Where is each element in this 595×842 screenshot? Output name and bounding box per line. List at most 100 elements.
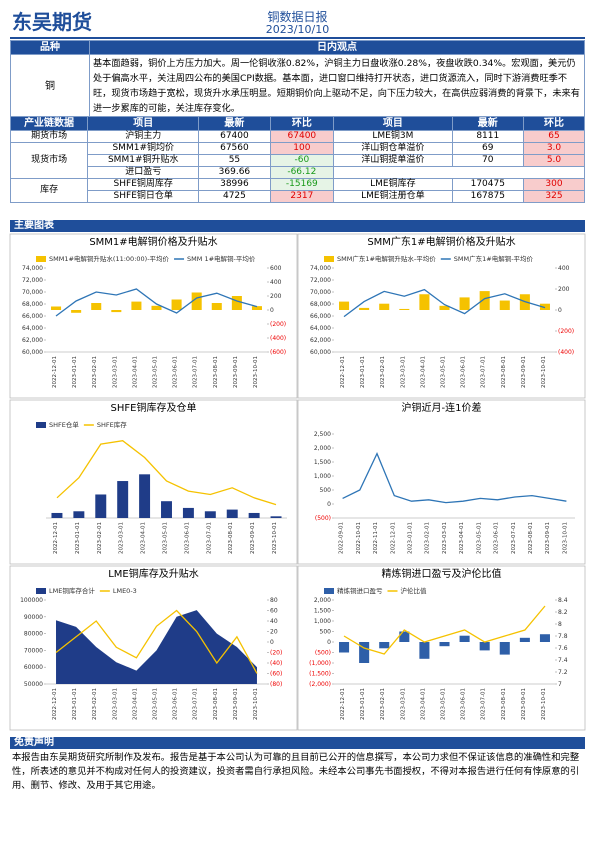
x-tick-label: 2023-01-01 <box>75 522 81 554</box>
x-tick-label: 2023-01-01 <box>360 356 366 388</box>
bar <box>73 511 85 518</box>
cell: 100 <box>269 142 335 155</box>
y-tick-label: (1,500) <box>309 671 331 678</box>
bar <box>251 306 262 310</box>
legend-label: 精炼铜进口盈亏 <box>337 586 383 595</box>
x-tick-label: 2023-02-01 <box>92 688 98 720</box>
y2-tick-label: (40) <box>270 660 282 667</box>
x-tick-label: 2023-03-01 <box>400 688 406 720</box>
bar <box>419 294 430 310</box>
view-text: 基本面趋弱，铜价上方压力加大。周一伦铜收涨0.82%，沪铜主力日盘收涨0.28%… <box>89 54 585 118</box>
bar <box>379 303 390 310</box>
y-tick-label: 2,500 <box>314 431 331 438</box>
legend-label: SHFE库存 <box>97 420 127 429</box>
charts: SMM1#电解铜价格及升贴水 SMM1#电解铜升贴水(11:00:00)-平均价 S… <box>9 233 586 731</box>
y2-tick-label: 7.6 <box>558 645 568 652</box>
x-tick-label: 2023-09-01 <box>521 356 527 388</box>
x-tick-label: 2023-02-01 <box>380 688 386 720</box>
cell: 2317 <box>269 190 335 203</box>
chart-title: LME铜库存及升贴水 <box>108 567 199 580</box>
y-tick-label: 500 <box>320 487 332 494</box>
bar <box>191 292 202 310</box>
bar <box>379 642 390 649</box>
bar <box>439 305 450 310</box>
y-tick-label: 74,000 <box>22 265 43 272</box>
y2-tick-label: 7 <box>558 681 562 688</box>
bar <box>51 512 63 518</box>
bar <box>248 512 260 518</box>
area <box>56 610 257 684</box>
x-tick-label: 2023-10-01 <box>272 522 278 554</box>
y2-tick-label: (200) <box>558 328 574 335</box>
y-tick-label: 0 <box>327 501 331 508</box>
y-tick-label: 80000 <box>24 631 43 638</box>
y2-tick-label: (600) <box>270 349 286 356</box>
y2-tick-label: 7.2 <box>558 669 568 676</box>
y2-tick-label: 7.8 <box>558 633 568 640</box>
bar <box>51 306 62 310</box>
x-tick-label: 2023-08-01 <box>501 688 507 720</box>
y2-tick-label: 0 <box>270 639 274 646</box>
x-tick-label: 2023-05-01 <box>441 688 447 720</box>
bar <box>359 307 370 310</box>
x-tick-label: 2023-03-01 <box>442 522 448 554</box>
y-tick-label: 74,000 <box>310 265 331 272</box>
bar <box>204 511 216 518</box>
x-tick-label: 2023-02-01 <box>97 522 103 554</box>
y2-tick-label: (20) <box>270 650 282 657</box>
bar <box>459 635 470 642</box>
x-tick-label: 2023-07-01 <box>193 688 199 720</box>
header-cell: 日内观点 <box>89 40 585 55</box>
y-tick-label: 0 <box>327 639 331 646</box>
x-tick-label: 2022-12-01 <box>52 356 58 388</box>
data-row: 库存 SHFE铜周库存 38996 -15169 LME铜库存 170475 300 <box>9 178 586 203</box>
x-tick-label: 2023-03-01 <box>400 356 406 388</box>
bar <box>459 297 470 310</box>
legend-label: SMM1#电解铜升贴水(11:00:00)-平均价 <box>49 254 170 263</box>
legend-label: SMM 1#电解铜-平均价 <box>187 254 256 263</box>
legend-swatch <box>36 422 46 428</box>
y-tick-label: 1,500 <box>314 459 331 466</box>
chart-frame <box>297 565 586 731</box>
legend-label: 沪伦比值 <box>401 586 428 595</box>
data-row: 现货市场 SMM1#铜均价 67560 100 洋山铜仓单溢价 69 3.0 <box>9 142 586 179</box>
x-tick-label: 2023-03-01 <box>112 688 118 720</box>
x-tick-label: 2022-11-01 <box>373 522 379 554</box>
cell: -66.12 <box>269 166 335 179</box>
header-cell: 项目 <box>87 116 200 131</box>
bar <box>171 299 182 310</box>
x-tick-label: 2023-06-01 <box>173 356 179 388</box>
y2-tick-label: 8.4 <box>558 597 568 604</box>
x-tick-label: 2023-10-01 <box>541 688 547 720</box>
line <box>343 288 546 318</box>
x-tick-label: 2022-12-01 <box>390 522 396 554</box>
x-tick-label: 2023-04-01 <box>420 688 426 720</box>
bar <box>419 642 430 659</box>
x-tick-label: 2022-12-01 <box>53 522 59 554</box>
chart-frame <box>9 233 298 399</box>
group-cell: 现货市场 <box>9 142 89 179</box>
x-tick-label: 2023-02-01 <box>425 522 431 554</box>
bar <box>95 494 107 518</box>
y-tick-label: 62,000 <box>310 337 331 344</box>
chart-title: SMM1#电解铜价格及升贴水 <box>89 235 217 248</box>
x-tick-label: 2023-03-01 <box>112 356 118 388</box>
bar <box>111 310 122 313</box>
x-tick-label: 2023-06-01 <box>184 522 190 554</box>
line <box>342 451 567 504</box>
bar <box>91 303 102 310</box>
y2-tick-label: (60) <box>270 671 282 678</box>
x-tick-label: 2023-04-01 <box>132 688 138 720</box>
y2-tick-label: (80) <box>270 681 282 688</box>
bar <box>359 642 370 663</box>
legend-label: LME0-3 <box>113 587 137 595</box>
bar <box>139 474 151 518</box>
y-tick-label: 64,000 <box>310 325 331 332</box>
x-tick-label: 2023-03-01 <box>119 522 125 554</box>
bar <box>161 501 172 518</box>
y2-tick-label: 600 <box>270 265 282 272</box>
bar <box>270 516 282 518</box>
y-tick-label: 60000 <box>24 664 43 671</box>
x-tick-label: 2023-08-01 <box>213 356 219 388</box>
